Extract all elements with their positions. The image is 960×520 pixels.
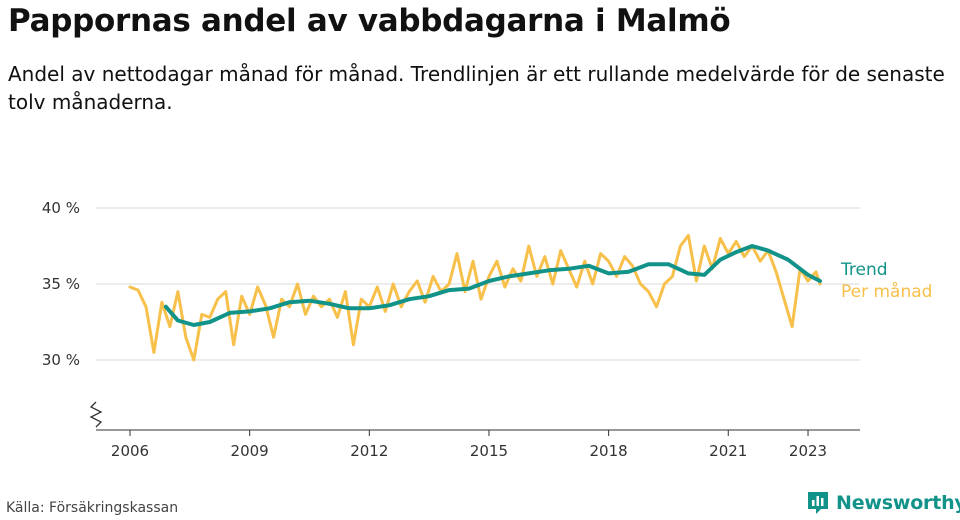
bar-chart-logo-icon	[808, 492, 828, 514]
x-tick-label: 2023	[789, 442, 827, 460]
series-line-trend	[163, 244, 822, 327]
x-tick-label: 2015	[470, 442, 508, 460]
axis-break-icon	[89, 401, 103, 428]
brand-name: Newsworthy	[836, 492, 960, 514]
source-note: Källa: Försäkringskassan	[6, 500, 179, 516]
x-tick-label: 2009	[231, 442, 269, 460]
brand-logo[interactable]: Newsworthy	[806, 490, 960, 516]
y-tick-label: 40 %	[42, 199, 80, 217]
y-tick-label: 30 %	[42, 351, 80, 369]
x-tick-label: 2021	[709, 442, 747, 460]
x-tick-label: 2006	[111, 442, 149, 460]
series-label-per-manad: Per månad	[841, 281, 932, 302]
chart-title: Pappornas andel av vabbdagarna i Malmö	[8, 3, 731, 39]
chart-subtitle: Andel av nettodagar månad för månad. Tre…	[8, 62, 945, 114]
x-tick-label: 2012	[350, 442, 388, 460]
series-label-trend: Trend	[840, 260, 888, 280]
x-tick-label: 2018	[590, 442, 628, 460]
series-line-per-manad	[128, 233, 822, 362]
y-tick-label: 35 %	[42, 275, 80, 293]
